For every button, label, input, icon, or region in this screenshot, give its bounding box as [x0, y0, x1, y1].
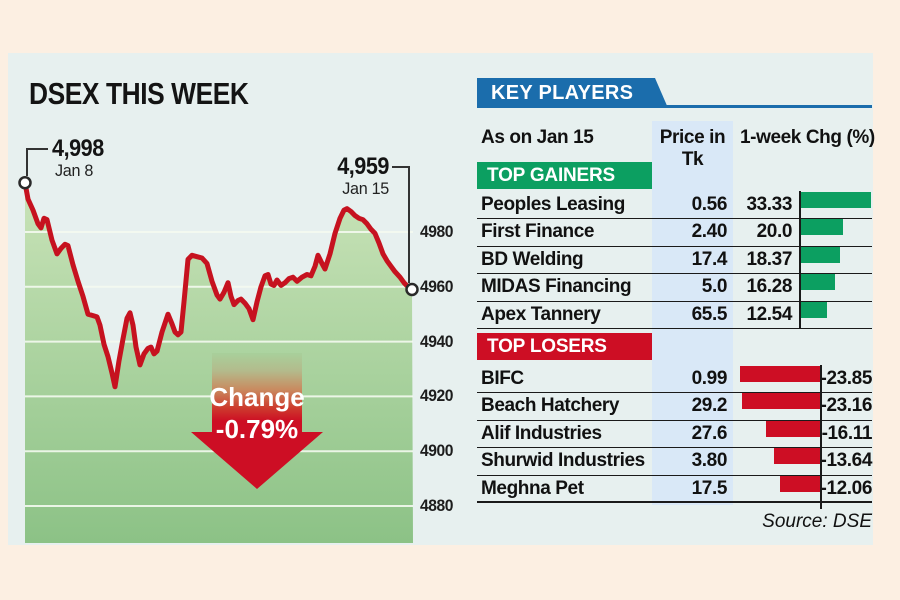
company-name: Peoples Leasing: [481, 193, 625, 215]
price-value: 27.6: [691, 422, 728, 444]
start-date-label: Jan 8: [55, 161, 94, 180]
price-header: Price in Tk: [659, 127, 726, 170]
price-column-highlight: [652, 121, 733, 505]
company-name: Shurwid Industries: [481, 450, 645, 471]
price-value: 0.99: [691, 367, 728, 389]
change-value: -0.79%: [216, 414, 298, 444]
price-value: 17.5: [691, 477, 728, 499]
loser-row: Meghna Pet 17.5 -12.06: [477, 475, 873, 503]
y-tick-label-4940: 4940: [420, 331, 453, 351]
y-tick-label-4900: 4900: [420, 441, 453, 461]
company-name: BD Welding: [481, 248, 584, 270]
price-value: 2.40: [691, 221, 728, 242]
company-name: Alif Industries: [481, 422, 602, 444]
chg-header: 1-week Chg (%): [740, 127, 875, 148]
y-tick-label-4980: 4980: [420, 222, 453, 241]
chg-value: 33.33: [746, 193, 792, 215]
end-date-label: Jan 15: [342, 179, 389, 198]
end-marker: [405, 282, 419, 297]
chg-bar: [774, 448, 820, 464]
chg-bar: [801, 274, 836, 290]
start-value-label: 4,998: [52, 135, 104, 162]
chart-line: [22, 180, 415, 390]
chg-bar: [801, 246, 840, 263]
key-players-banner-label: KEY PLAYERS: [491, 82, 634, 104]
company-name: MIDAS Financing: [481, 276, 632, 297]
top-losers-banner-label: TOP LOSERS: [487, 336, 607, 357]
chg-bar: [801, 191, 871, 208]
price-value: 17.4: [691, 248, 728, 270]
company-name: First Finance: [481, 221, 595, 242]
chg-value: 16.28: [746, 276, 792, 297]
chg-bar: [779, 475, 820, 492]
source-label: Source: DSE: [762, 511, 872, 532]
gainer-row: MIDAS Financing 5.0 16.28: [477, 274, 872, 302]
chg-value: -23.16: [820, 395, 873, 416]
y-tick-label-4920: 4920: [420, 386, 453, 406]
loser-row: BIFC 0.99 -23.85: [477, 365, 873, 393]
chg-value: -12.06: [820, 477, 873, 499]
end-value-label: 4,959: [337, 153, 389, 180]
top-gainers-banner-label: TOP GAINERS: [487, 165, 616, 186]
loser-row: Shurwid Industries 3.80 -13.64: [477, 448, 872, 476]
chg-bar: [740, 365, 820, 382]
chg-value: 20.0: [756, 221, 793, 242]
gainer-row: Apex Tannery 65.5 12.54: [477, 301, 872, 329]
price-value: 5.0: [701, 276, 728, 297]
gainers-bar-axis: [799, 191, 801, 329]
page-title: DSEX THIS WEEK: [29, 76, 249, 111]
losers-bar-axis: [820, 365, 822, 509]
as-on-header: As on Jan 15: [481, 127, 594, 148]
company-name: Apex Tannery: [481, 303, 601, 325]
key-players-banner: KEY PLAYERS: [477, 78, 668, 108]
company-name: Meghna Pet: [481, 477, 584, 499]
company-name: Beach Hatchery: [481, 395, 620, 416]
change-label: Change: [209, 382, 304, 412]
gainer-row: Peoples Leasing 0.56 33.33: [477, 191, 872, 219]
top-losers-banner: TOP LOSERS: [477, 333, 652, 360]
chg-bar: [742, 393, 820, 409]
chg-bar: [801, 301, 828, 318]
y-tick-label-4960: 4960: [420, 276, 453, 296]
end-annotation-connector: [392, 166, 410, 283]
start-marker: [18, 175, 32, 190]
chg-bar: [801, 219, 843, 235]
chg-value: 18.37: [746, 248, 792, 270]
chg-value: -23.85: [820, 367, 873, 389]
price-value: 0.56: [691, 193, 728, 215]
gainer-row: First Finance 2.40 20.0: [477, 219, 872, 247]
start-annotation-connector: [26, 148, 48, 176]
dsex-line-chart: Change -0.79%: [18, 175, 419, 543]
chg-value: 12.54: [746, 303, 792, 325]
y-tick-label-4880: 4880: [420, 496, 453, 515]
price-value: 3.80: [691, 450, 728, 471]
chg-bar: [766, 420, 820, 437]
price-value: 65.5: [691, 303, 728, 325]
change-arrow: Change -0.79%: [191, 353, 323, 489]
key-players-underline: [477, 105, 872, 108]
gainer-row: BD Welding 17.4 18.37: [477, 246, 872, 274]
loser-row: Beach Hatchery 29.2 -23.16: [477, 393, 872, 421]
price-value: 29.2: [691, 395, 728, 416]
chg-value: -13.64: [820, 450, 873, 471]
chg-value: -16.11: [821, 422, 873, 444]
loser-row: Alif Industries 27.6 -16.11: [477, 420, 873, 448]
company-name: BIFC: [481, 367, 524, 389]
top-gainers-banner: TOP GAINERS: [477, 162, 652, 189]
